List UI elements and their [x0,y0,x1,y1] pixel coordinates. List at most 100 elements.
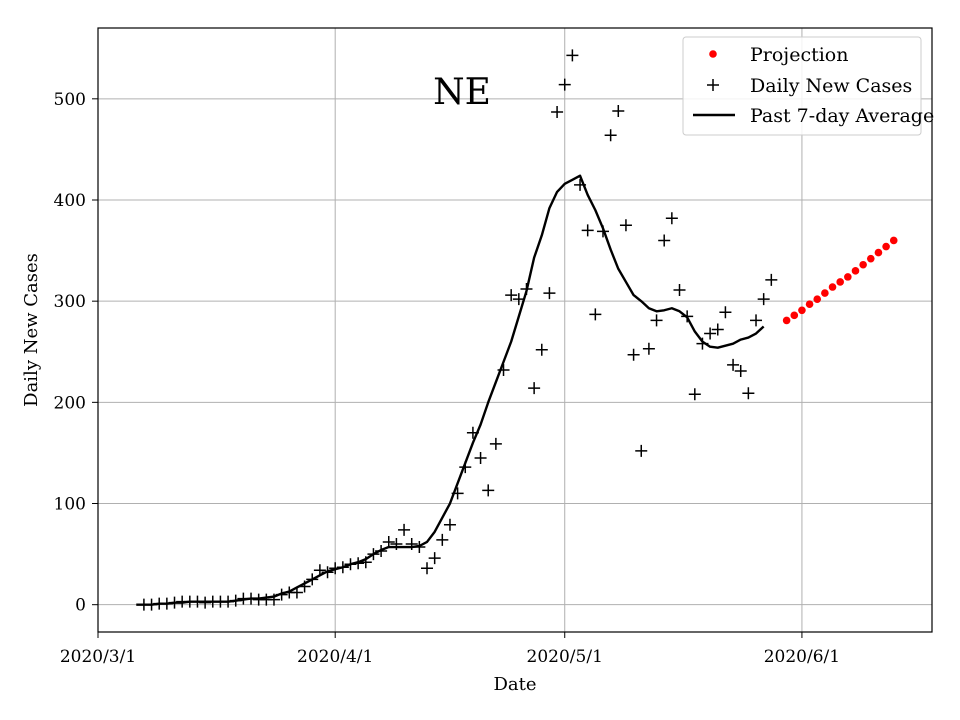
daily-case-point [635,444,648,457]
daily-case-point [405,537,418,550]
daily-case-point [313,564,326,577]
daily-case-point [528,382,541,395]
legend: Projection Daily New Cases Past 7-day Av… [682,36,934,136]
projection-point [805,300,814,309]
legend-daily-cases-marker [707,79,719,91]
daily-case-point [711,323,724,336]
y-tick-label: 500 [54,90,86,110]
x-tick-label: 2020/4/1 [297,647,373,667]
legend-box [682,36,922,136]
daily-case-point [673,284,686,297]
chart-title: NE [433,72,491,113]
daily-case-point [757,293,770,306]
daily-case-point [704,327,717,340]
projection-point [844,273,852,281]
daily-case-point [512,293,525,306]
projection-point [828,283,837,291]
projection-point [851,267,860,275]
daily-case-point [742,387,755,400]
daily-case-point [375,545,388,558]
daily-case-point [145,598,158,611]
x-tick-label: 2020/5/1 [527,647,603,667]
projection-point [836,278,844,286]
daily-case-point [719,306,732,319]
daily-case-point [306,573,319,586]
axis-ticks: 2020/3/1 2020/4/1 2020/5/1 2020/6/1 0 100 200 3… [54,90,841,667]
daily-case-point [497,363,510,376]
y-axis-title: Daily New Cases [21,253,42,407]
projection-point [782,316,791,325]
daily-case-point [535,343,548,356]
daily-case-point [451,487,464,500]
daily-case-point [298,580,311,593]
y-tick-label: 200 [54,393,86,413]
daily-case-point [428,552,441,565]
legend-item-average: Past 7-day Average [693,105,934,127]
daily-case-point [688,388,701,401]
daily-case-point [681,310,694,323]
daily-case-point [566,49,579,62]
daily-case-point [443,518,456,531]
daily-case-point [321,566,334,579]
daily-case-point [191,595,204,608]
daily-case-point [765,273,778,286]
projection-point [790,311,799,320]
daily-case-point [352,557,365,570]
x-axis-title: Date [493,674,536,695]
y-tick-label: 100 [54,495,86,515]
projection-point [866,254,875,263]
projection-point [889,236,898,245]
projection-point [874,248,883,257]
daily-case-point [160,597,173,610]
daily-case-point [589,308,602,321]
daily-case-point [413,541,426,554]
daily-case-point [574,178,587,191]
daily-case-point [665,212,678,225]
daily-case-point [581,224,594,237]
x-tick-label: 2020/3/1 [60,647,136,667]
y-tick-label: 0 [75,596,86,616]
daily-case-point [696,337,709,350]
daily-case-point [245,592,258,605]
projection-point [813,295,822,303]
daily-case-point [551,105,564,118]
daily-case-point [382,535,395,548]
daily-case-point [596,225,609,238]
daily-case-point [543,287,556,300]
daily-case-point [734,364,747,377]
daily-cases-layer [137,49,778,611]
daily-case-point [520,283,533,296]
daily-case-point [222,595,235,608]
daily-case-point [229,594,242,607]
daily-case-point [398,523,411,536]
projection-point [798,306,806,315]
legend-item-projection: Projection [709,44,848,66]
daily-case-point [459,461,472,474]
daily-case-point [558,78,571,91]
daily-case-point [329,562,342,575]
legend-projection-marker [709,50,717,58]
projection-point [821,289,829,297]
daily-case-point [489,437,502,450]
daily-case-point [275,588,288,601]
daily-case-point [658,234,671,247]
y-tick-label: 400 [54,191,86,211]
daily-case-point [505,289,518,302]
daily-case-point [627,348,640,361]
daily-case-point [642,342,655,355]
daily-case-point [727,358,740,371]
daily-case-point [421,562,434,575]
legend-item-daily-cases: Daily New Cases [707,75,912,97]
legend-projection-label: Projection [750,44,848,66]
daily-case-point [466,426,479,439]
daily-case-point [436,533,449,546]
projection-point [882,242,890,251]
daily-case-point [336,561,349,574]
plot-frame [97,27,933,633]
daily-case-point [199,596,212,609]
daily-case-point [474,451,487,464]
legend-average-label: Past 7-day Average [750,105,934,127]
daily-case-point [619,219,632,232]
daily-case-point [750,314,763,327]
